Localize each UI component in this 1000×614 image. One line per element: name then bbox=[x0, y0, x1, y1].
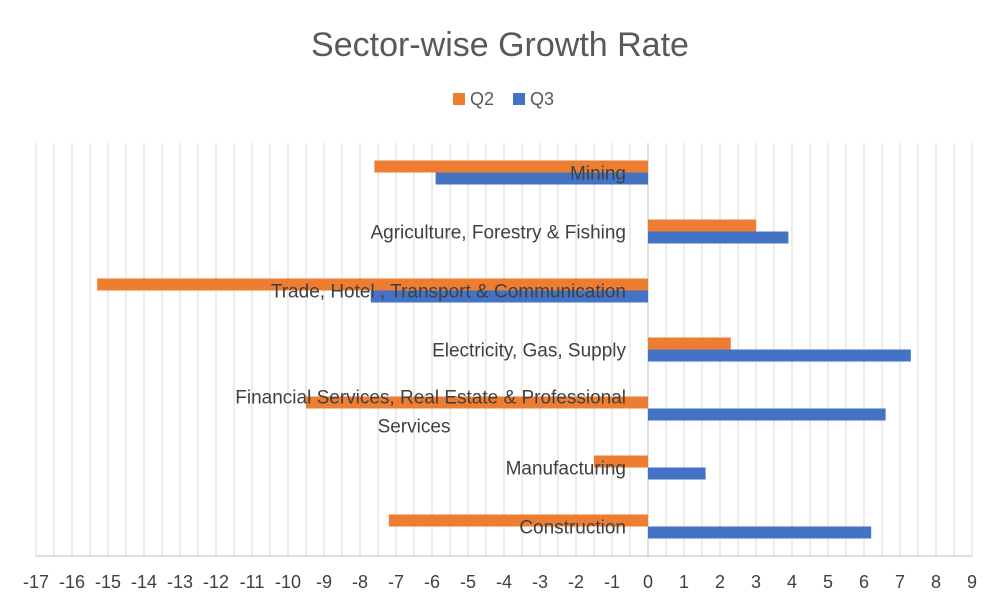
legend-label-q2: Q2 bbox=[470, 89, 494, 109]
x-tick-label: 5 bbox=[823, 572, 833, 592]
legend-label-q3: Q3 bbox=[530, 89, 554, 109]
x-tick-label: -9 bbox=[316, 572, 332, 592]
bar-q2-2 bbox=[97, 278, 648, 291]
x-tick-label: 3 bbox=[751, 572, 761, 592]
x-tick-label: 7 bbox=[895, 572, 905, 592]
x-tick-label: -10 bbox=[275, 572, 301, 592]
legend: Q2 Q3 bbox=[453, 89, 554, 109]
bar-q2-3 bbox=[648, 337, 731, 350]
x-tick-label: -16 bbox=[59, 572, 85, 592]
bar-q3-5 bbox=[648, 467, 706, 480]
x-tick-label: 2 bbox=[715, 572, 725, 592]
gridlines bbox=[35, 143, 973, 556]
x-tick-label: -3 bbox=[532, 572, 548, 592]
category-label: Financial Services, Real Estate & Profes… bbox=[235, 388, 626, 438]
x-tick-label: -11 bbox=[240, 572, 265, 592]
bar-q3-4 bbox=[648, 408, 886, 421]
tick-labels: -17 -16 -15 -14 -13 -12 -11 -10 -9 -8 -7 -6 -5 -4 -3 -2… bbox=[23, 572, 977, 592]
x-tick-label: -1 bbox=[604, 572, 620, 592]
x-tick-label: -15 bbox=[95, 572, 121, 592]
category-label: Electricity, Gas, Supply bbox=[432, 341, 626, 362]
bar-q3-6 bbox=[648, 526, 872, 539]
x-tick-label: -13 bbox=[167, 572, 193, 592]
x-tick-label: 6 bbox=[859, 572, 869, 592]
x-tick-label: -12 bbox=[203, 572, 229, 592]
category-labels: Mining Agriculture, Forestry & Fishing Tra… bbox=[235, 164, 626, 539]
x-tick-label: 1 bbox=[679, 572, 689, 592]
bar-q3-2 bbox=[370, 290, 648, 303]
x-tick-label: 0 bbox=[643, 572, 653, 592]
x-tick-label: -5 bbox=[460, 572, 476, 592]
bar-q2-5 bbox=[594, 455, 648, 468]
bar-q3-1 bbox=[648, 231, 789, 244]
category-label: Manufacturing bbox=[506, 459, 626, 480]
x-tick-label: -14 bbox=[131, 572, 157, 592]
x-tick-label: -4 bbox=[496, 572, 512, 592]
x-tick-label: -6 bbox=[424, 572, 440, 592]
x-tick-label: 9 bbox=[967, 572, 977, 592]
legend-swatch-q2 bbox=[453, 93, 465, 105]
legend-swatch-q3 bbox=[513, 93, 525, 105]
category-label: Construction bbox=[519, 518, 626, 539]
x-tick-label: -2 bbox=[568, 572, 584, 592]
bar-q3-0 bbox=[435, 172, 648, 185]
x-tick-label: 4 bbox=[787, 572, 797, 592]
x-tick-label: -8 bbox=[352, 572, 368, 592]
category-label: Mining bbox=[570, 164, 626, 185]
chart-title: Sector-wise Growth Rate bbox=[311, 26, 689, 64]
bar-q2-4 bbox=[306, 396, 648, 409]
bar-q2-1 bbox=[648, 219, 756, 232]
x-tick-label: 8 bbox=[931, 572, 941, 592]
bar-q3-3 bbox=[648, 349, 911, 362]
x-tick-label: -7 bbox=[388, 572, 404, 592]
bars bbox=[97, 160, 911, 539]
bar-q2-6 bbox=[388, 514, 648, 527]
bar-q2-0 bbox=[374, 160, 648, 173]
category-label: Agriculture, Forestry & Fishing bbox=[370, 223, 626, 244]
x-tick-label: -17 bbox=[23, 572, 49, 592]
category-label: Trade, Hotel , Transport & Communication bbox=[271, 282, 626, 303]
